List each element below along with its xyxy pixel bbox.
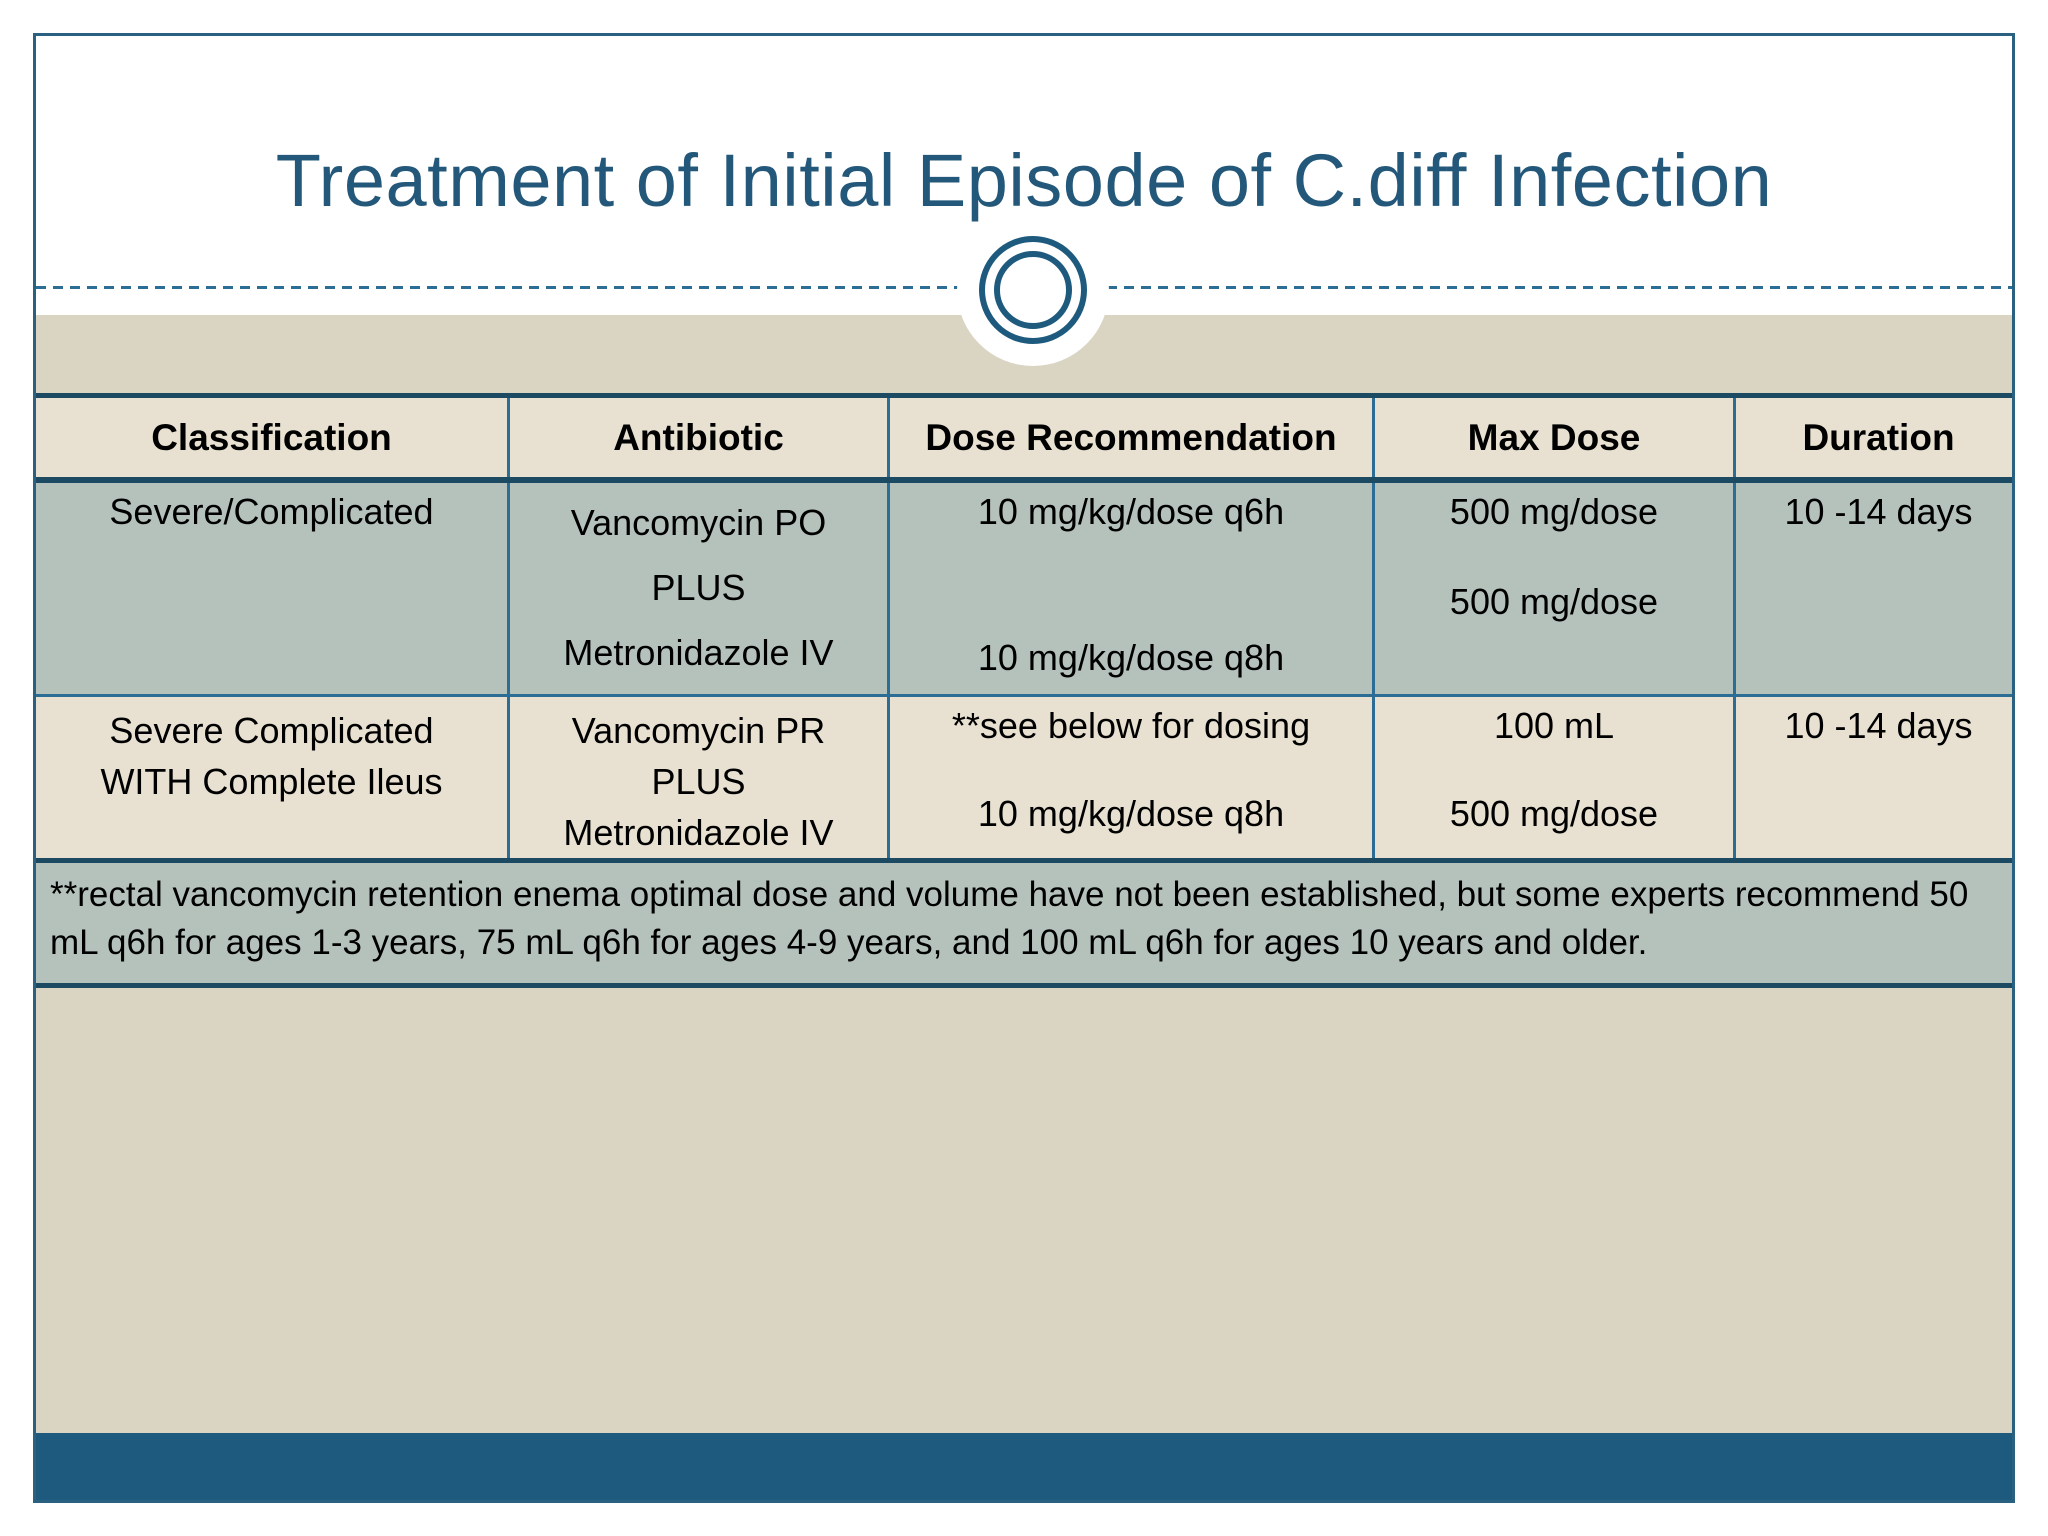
cell-row2-antibiotic: Vancomycin PR PLUS Metronidazole IV	[507, 693, 890, 862]
row1-antibiotic-line3: Metronidazole IV	[563, 631, 834, 673]
row2-antibiotic-line3: Metronidazole IV	[563, 811, 834, 853]
row1-dose-line2: 10 mg/kg/dose q8h	[977, 637, 1285, 678]
page-title: Treatment of Initial Episode of C.diff I…	[275, 138, 1773, 222]
row1-max-line1: 500 mg/dose	[1449, 491, 1659, 532]
cell-row1-classification: Severe/Complicated	[36, 478, 510, 697]
cell-row1-antibiotic: Vancomycin PO PLUS Metronidazole IV	[507, 478, 890, 697]
footnote-text: **rectal vancomycin retention enema opti…	[36, 857, 2012, 988]
row1-dose-line1: 10 mg/kg/dose q6h	[977, 491, 1285, 532]
row2-duration-text: 10 -14 days	[1784, 704, 1973, 746]
row2-dose-line1: **see below for dosing	[951, 704, 1311, 746]
row2-max-line2: 500 mg/dose	[1449, 792, 1659, 834]
header-max-dose: Max Dose	[1372, 394, 1736, 483]
footer-accent-bar	[36, 1433, 2012, 1500]
row1-classification-text: Severe/Complicated	[109, 491, 434, 532]
cell-row2-dose: **see below for dosing 10 mg/kg/dose q8h	[887, 693, 1375, 862]
row1-antibiotic-line1: Vancomycin PO	[570, 502, 827, 543]
header-dose-recommendation: Dose Recommendation	[887, 394, 1375, 483]
row2-classification-line2: WITH Complete Ileus	[100, 760, 443, 802]
row1-max-line2: 500 mg/dose	[1449, 581, 1659, 622]
slide-canvas: Treatment of Initial Episode of C.diff I…	[33, 33, 2015, 1503]
row2-classification-line1: Severe Complicated	[109, 709, 434, 751]
cell-row2-duration: 10 -14 days	[1733, 693, 2012, 862]
header-duration: Duration	[1733, 394, 2012, 483]
row1-antibiotic-line2: PLUS	[651, 566, 746, 608]
table-footnote-row: **rectal vancomycin retention enema opti…	[36, 857, 2012, 988]
header-classification: Classification	[36, 394, 510, 483]
cell-row1-dose: 10 mg/kg/dose q6h 10 mg/kg/dose q8h	[887, 478, 1375, 697]
cell-row1-duration: 10 -14 days	[1733, 478, 2012, 697]
row2-dose-line2: 10 mg/kg/dose q8h	[977, 792, 1285, 834]
table-row-severe-complicated: Severe/Complicated Vancomycin PO PLUS Me…	[36, 478, 2012, 697]
cell-row1-max-dose: 500 mg/dose 500 mg/dose	[1372, 478, 1736, 697]
cell-row2-max-dose: 100 mL 500 mg/dose	[1372, 693, 1736, 862]
header-antibiotic: Antibiotic	[507, 394, 890, 483]
row2-antibiotic-line1: Vancomycin PR	[571, 709, 826, 751]
table-row-severe-complicated-ileus: Severe Complicated WITH Complete Ileus V…	[36, 693, 2012, 862]
row2-max-line1: 100 mL	[1493, 704, 1615, 746]
table-header-row: Classification Antibiotic Dose Recommend…	[36, 394, 2012, 483]
row1-duration-text: 10 -14 days	[1784, 491, 1973, 532]
row2-antibiotic-line2: PLUS	[651, 760, 746, 802]
treatment-table: Classification Antibiotic Dose Recommend…	[36, 393, 2012, 988]
circle-ornament-inner-ring	[994, 251, 1072, 329]
cell-row2-classification: Severe Complicated WITH Complete Ileus	[36, 693, 510, 862]
